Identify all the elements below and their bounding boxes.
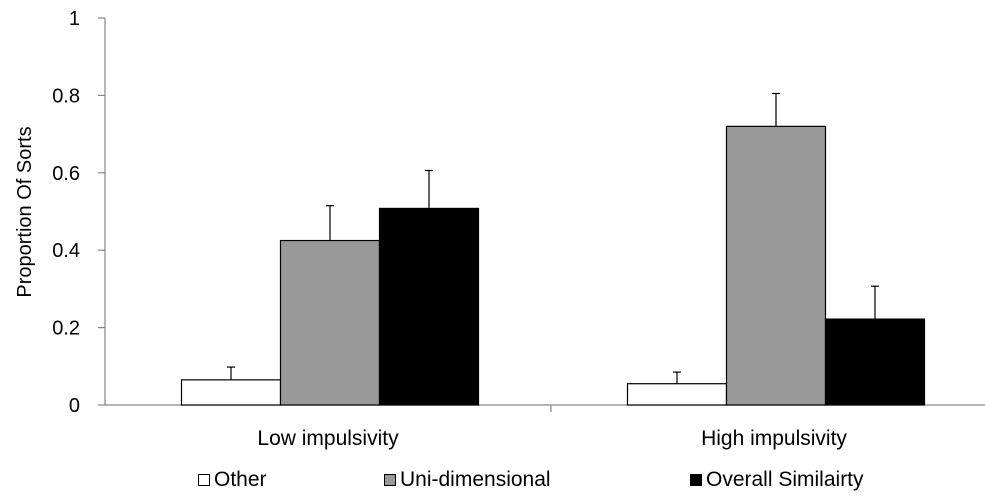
legend-swatch bbox=[198, 474, 210, 486]
bar-chart: Proportion Of Sorts 0 0.2 0.4 0.6 0.8 1 Low i… bbox=[14, 8, 985, 450]
legend-label: Overall Similairty bbox=[706, 468, 864, 491]
y-ticks: 0 0.2 0.4 0.6 0.8 1 bbox=[52, 8, 552, 417]
bar-other bbox=[626, 383, 728, 406]
y-axis-title: Proportion Of Sorts bbox=[14, 126, 36, 297]
bar-overall-similairty bbox=[378, 207, 480, 406]
y-tick-label: 0.6 bbox=[52, 163, 80, 185]
category-label: High impulsivity bbox=[701, 427, 847, 450]
bars bbox=[180, 92, 926, 406]
legend-item: Other bbox=[198, 468, 267, 492]
legend-item: Uni-dimensional bbox=[384, 468, 551, 492]
legend: Other Uni-dimensional Overall Similairty bbox=[0, 468, 985, 497]
legend-swatch bbox=[384, 474, 396, 486]
y-tick-label: 0.4 bbox=[52, 240, 80, 262]
legend-label: Other bbox=[214, 468, 267, 491]
legend-label: Uni-dimensional bbox=[400, 468, 551, 491]
legend-swatch bbox=[690, 474, 702, 486]
y-tick-label: 0.2 bbox=[52, 318, 80, 340]
category-labels: Low impulsivity High impulsivity bbox=[257, 427, 847, 450]
legend-item: Overall Similairty bbox=[690, 468, 864, 492]
y-tick-label: 0.8 bbox=[52, 85, 80, 107]
bar-overall-similairty bbox=[824, 318, 926, 406]
category-label: Low impulsivity bbox=[257, 427, 399, 450]
bar-uni-dimensional bbox=[725, 125, 827, 406]
y-tick-label: 0 bbox=[69, 395, 80, 417]
bar-uni-dimensional bbox=[279, 239, 381, 406]
bar-other bbox=[180, 379, 282, 406]
y-tick-label: 1 bbox=[69, 8, 80, 30]
